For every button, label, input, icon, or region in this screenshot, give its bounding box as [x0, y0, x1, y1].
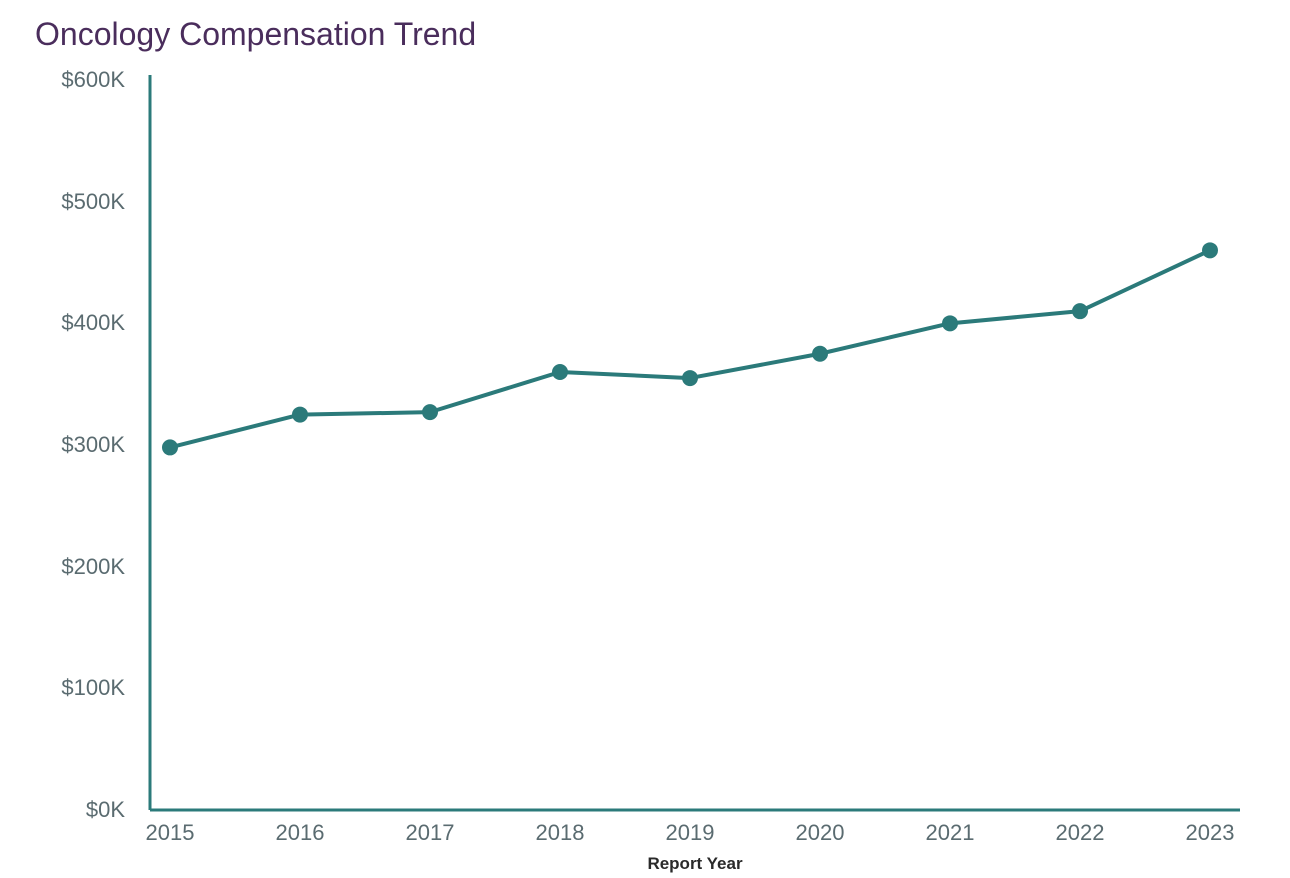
x-tick-label: 2016: [276, 820, 325, 846]
y-tick-label: $200K: [35, 554, 125, 580]
x-tick-label: 2018: [536, 820, 585, 846]
x-tick-label: 2021: [926, 820, 975, 846]
data-point: [162, 439, 178, 455]
y-tick-label: $300K: [35, 432, 125, 458]
y-tick-label: $0K: [35, 797, 125, 823]
y-tick-label: $600K: [35, 67, 125, 93]
data-point: [812, 346, 828, 362]
x-tick-label: 2022: [1056, 820, 1105, 846]
chart-container: $0K $100K $200K $300K $400K $500K $600K 2015 201…: [35, 70, 1255, 850]
data-point: [1202, 242, 1218, 258]
x-tick-label: 2020: [796, 820, 845, 846]
x-tick-label: 2015: [146, 820, 195, 846]
y-tick-label: $500K: [35, 189, 125, 215]
data-point: [422, 404, 438, 420]
y-tick-label: $400K: [35, 310, 125, 336]
y-tick-label: $100K: [35, 675, 125, 701]
x-tick-label: 2019: [666, 820, 715, 846]
data-point: [942, 315, 958, 331]
data-point: [1072, 303, 1088, 319]
data-point: [292, 407, 308, 423]
data-point: [682, 370, 698, 386]
chart-svg: [35, 70, 1255, 870]
trend-line: [170, 250, 1210, 447]
data-point: [552, 364, 568, 380]
chart-title: Oncology Compensation Trend: [35, 16, 476, 53]
x-tick-label: 2017: [406, 820, 455, 846]
x-tick-label: 2023: [1186, 820, 1235, 846]
x-axis-title: Report Year: [647, 854, 742, 874]
